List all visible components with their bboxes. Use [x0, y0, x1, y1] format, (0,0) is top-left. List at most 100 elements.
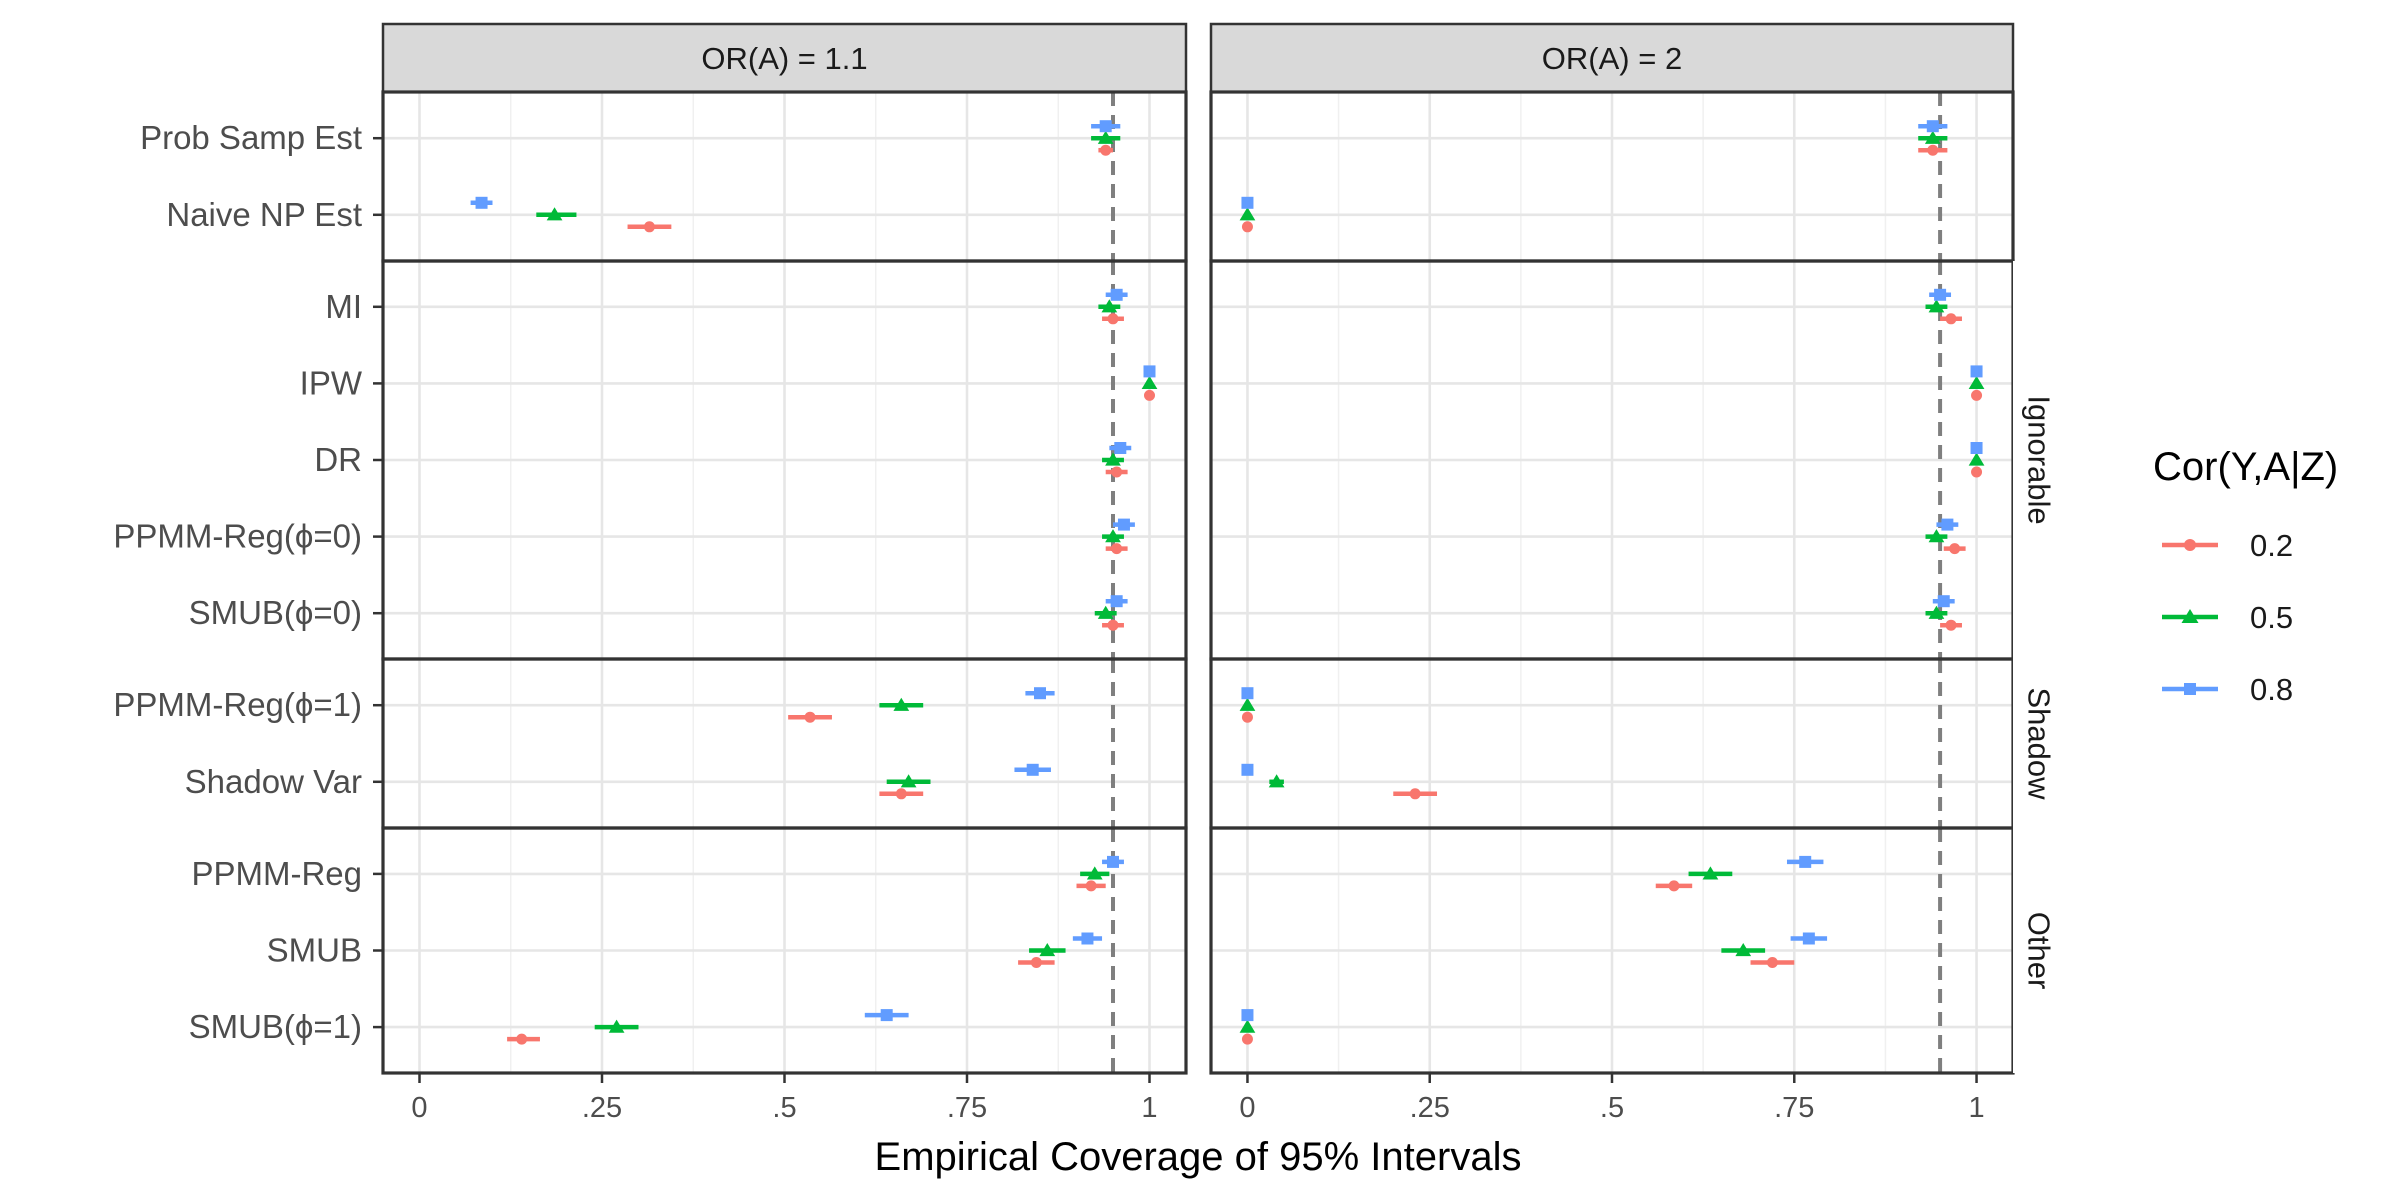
point-estimate	[1928, 299, 1945, 313]
point-estimate	[1097, 130, 1114, 144]
point-estimate	[804, 711, 816, 723]
marks-layer	[470, 120, 1985, 1045]
point-estimate	[1927, 144, 1939, 156]
x-tick-label: .75	[1774, 1092, 1814, 1124]
legend-title: Cor(Y,A|Z)	[2153, 445, 2338, 489]
point-estimate	[1241, 196, 1254, 209]
point-estimate	[1945, 619, 1957, 631]
y-tick-label: IPW	[300, 364, 363, 401]
row-strip	[2013, 261, 2052, 659]
row-strip	[2013, 659, 2052, 828]
point-estimate	[1735, 943, 1752, 957]
point-estimate	[1239, 697, 1256, 711]
column-strip	[381, 22, 1188, 94]
point-estimate	[1143, 365, 1156, 378]
point-estimate	[608, 1019, 625, 1033]
x-tick-label: .25	[1410, 1092, 1450, 1124]
point-estimate	[1111, 543, 1123, 555]
y-tick-label: PPMM-Reg(ϕ=0)	[113, 518, 362, 555]
point-estimate	[643, 221, 655, 233]
y-tick-label: Naive NP Est	[166, 196, 362, 233]
point-estimate	[1799, 855, 1812, 868]
point-estimate	[1766, 957, 1778, 968]
point-estimate	[1926, 120, 1939, 133]
y-tick-label: PPMM-Reg	[191, 855, 362, 892]
point-estimate	[516, 1033, 528, 1045]
point-estimate	[1934, 288, 1947, 301]
x-tick-label: 0	[411, 1092, 427, 1124]
point-estimate	[1241, 711, 1253, 723]
legend-key-marker	[2184, 539, 2196, 551]
point-estimate	[1970, 442, 1983, 454]
point-estimate	[900, 774, 917, 788]
point-estimate	[1110, 288, 1123, 301]
row-strip	[2013, 828, 2052, 1073]
point-estimate	[546, 207, 563, 221]
point-estimate	[1949, 543, 1961, 555]
point-estimate	[1928, 529, 1945, 543]
point-estimate	[1100, 144, 1112, 156]
point-estimate	[1030, 957, 1042, 968]
x-tick-label: 1	[1968, 1092, 1984, 1124]
label-layer: OR(A) = 1.1 OR(A) = 2 Ignorable Shadow Other…	[113, 41, 2056, 1124]
point-estimate	[1110, 595, 1123, 608]
y-tick-label: Prob Samp Est	[140, 119, 362, 156]
point-estimate	[1144, 389, 1155, 401]
point-estimate	[1941, 518, 1954, 531]
y-tick-label: PPMM-Reg(ϕ=1)	[113, 686, 362, 723]
y-tick-label: SMUB	[267, 932, 362, 969]
point-estimate	[1105, 529, 1121, 543]
point-estimate	[1241, 1033, 1253, 1045]
point-estimate	[1097, 605, 1114, 619]
point-estimate	[1928, 605, 1945, 619]
legend-entry-label: 0.2	[2250, 528, 2293, 563]
frame-layer	[373, 22, 2052, 1083]
point-estimate	[1268, 774, 1285, 788]
point-estimate	[1117, 518, 1130, 531]
x-tick-label: .25	[582, 1092, 622, 1124]
y-tick-label: SMUB(ϕ=1)	[189, 1008, 362, 1045]
point-estimate	[1105, 452, 1121, 466]
point-estimate	[1937, 595, 1950, 608]
point-estimate	[1101, 299, 1118, 313]
row-strip-label: Other	[2021, 912, 2056, 990]
y-tick-label: SMUB(ϕ=0)	[189, 594, 362, 631]
point-estimate	[475, 196, 488, 209]
column-strip-label: OR(A) = 1.1	[701, 41, 867, 76]
point-estimate	[1111, 466, 1123, 478]
point-estimate	[1099, 120, 1112, 133]
y-tick-label: DR	[314, 441, 362, 478]
point-estimate	[1968, 452, 1985, 466]
point-estimate	[1241, 1009, 1254, 1022]
point-estimate	[1141, 375, 1158, 390]
row-strip-label: Shadow	[2021, 687, 2056, 800]
point-estimate	[893, 697, 910, 711]
point-estimate	[1968, 375, 1985, 390]
column-strip	[1209, 22, 2015, 94]
point-estimate	[1114, 442, 1127, 454]
point-estimate	[1241, 687, 1254, 700]
legend-key-marker	[2184, 683, 2196, 695]
point-estimate	[1107, 855, 1119, 868]
point-estimate	[1241, 221, 1253, 233]
point-estimate	[1924, 130, 1941, 144]
legend-entry-label: 0.8	[2250, 672, 2293, 707]
x-tick-label: 0	[1239, 1092, 1255, 1124]
point-estimate	[1971, 389, 1983, 401]
point-estimate	[1239, 1019, 1256, 1033]
point-estimate	[1239, 207, 1256, 221]
point-estimate	[1668, 880, 1680, 892]
point-estimate	[1086, 866, 1103, 880]
point-estimate	[1034, 687, 1046, 700]
point-estimate	[1107, 313, 1119, 325]
legend-entries: 0.2 0.5 0.8	[2162, 528, 2293, 707]
panel-layer	[383, 92, 2013, 1073]
x-tick-label: .5	[1600, 1092, 1624, 1124]
point-estimate	[1970, 365, 1983, 378]
legend-key-marker	[2181, 609, 2199, 623]
point-estimate	[880, 1009, 893, 1022]
point-estimate	[1409, 788, 1421, 800]
row-strip-label: Ignorable	[2021, 395, 2056, 524]
point-estimate	[1039, 943, 1056, 957]
